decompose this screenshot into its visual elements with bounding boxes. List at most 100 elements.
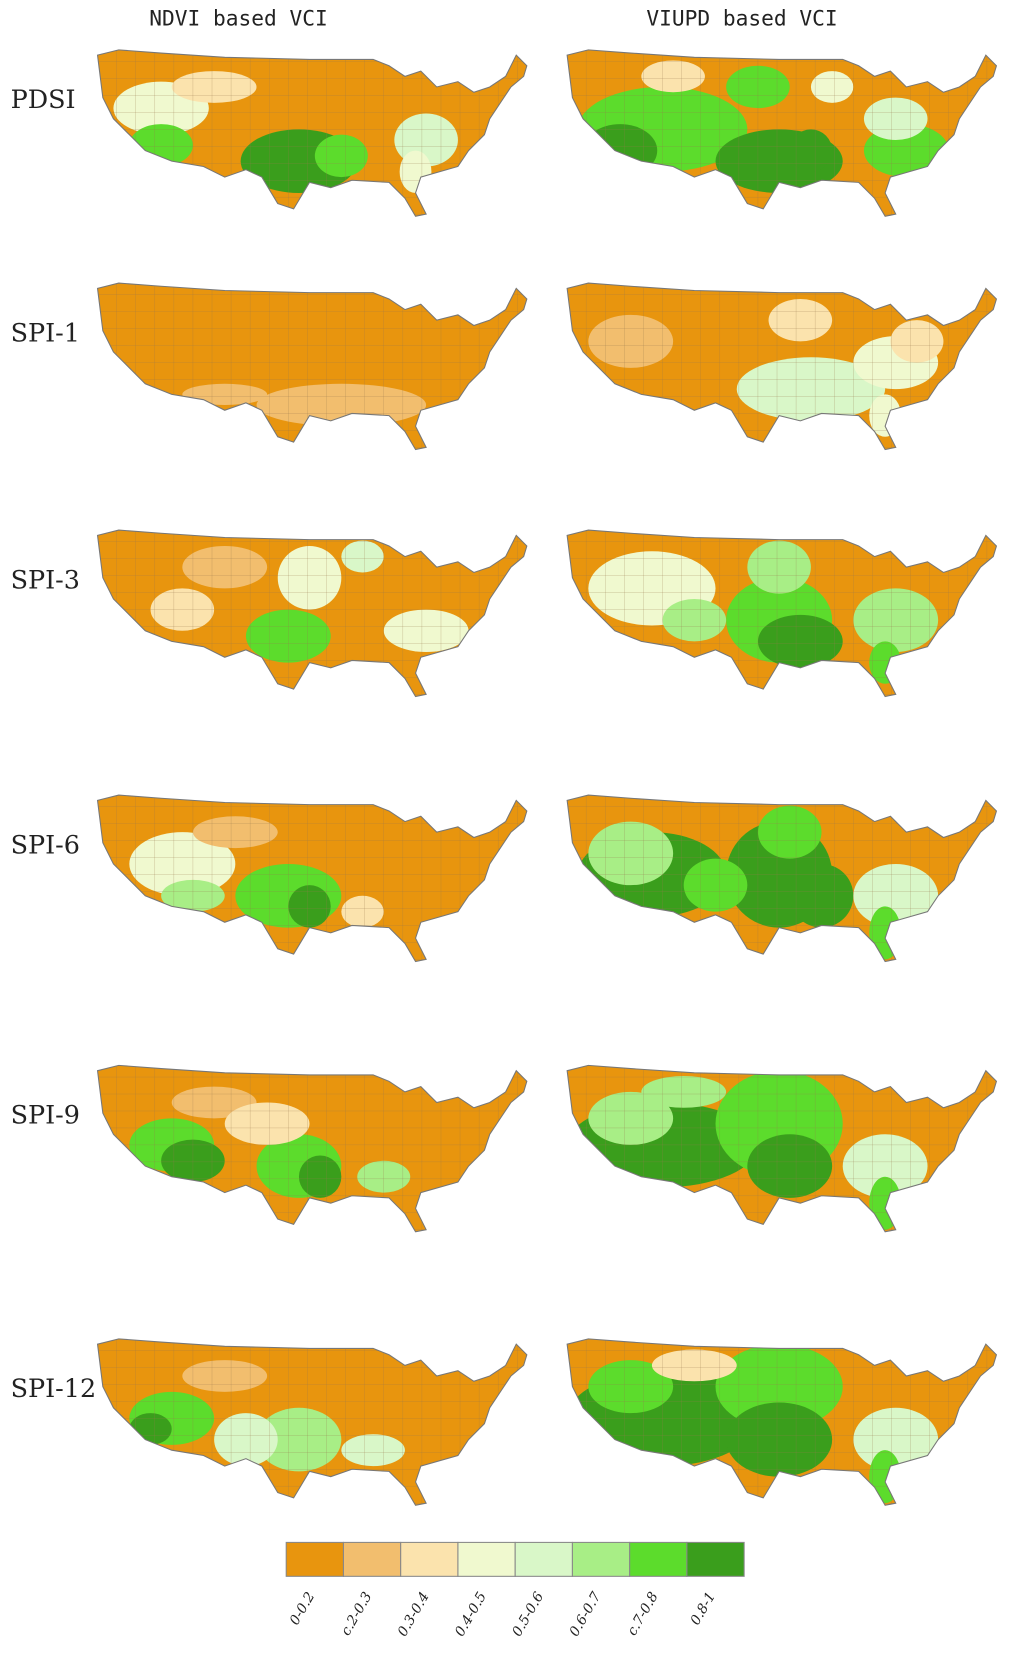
legend-swatch — [457, 1541, 516, 1577]
region — [182, 545, 268, 589]
row-label: SPI-9 — [11, 1100, 80, 1130]
map-regions — [567, 49, 997, 217]
legend-label: 0.4-0.5 — [452, 1589, 490, 1639]
region — [583, 124, 658, 178]
map-regions — [567, 530, 997, 697]
map — [566, 282, 997, 451]
region — [641, 60, 705, 93]
legend-label: 0-0.2 — [287, 1589, 319, 1628]
region — [683, 858, 748, 912]
legend-swatch — [629, 1541, 688, 1577]
region — [588, 1091, 674, 1145]
legend-label: c.7-0.8 — [624, 1589, 662, 1638]
region — [662, 598, 727, 642]
legend-swatch — [400, 1541, 459, 1577]
row-label: SPI-6 — [11, 829, 80, 859]
region — [789, 863, 854, 928]
map-regions — [567, 795, 997, 962]
map — [566, 794, 997, 963]
map — [566, 1064, 997, 1233]
region — [118, 156, 162, 187]
region — [192, 816, 278, 849]
map-regions — [97, 530, 527, 697]
region — [736, 357, 886, 421]
region — [810, 71, 854, 103]
map — [566, 49, 997, 217]
region — [789, 129, 833, 172]
region — [869, 1450, 902, 1504]
map — [566, 529, 997, 698]
region — [399, 150, 432, 193]
region — [651, 1349, 737, 1382]
map — [96, 1338, 528, 1506]
region — [383, 609, 469, 652]
map — [96, 49, 528, 217]
row-label: SPI-1 — [11, 317, 80, 347]
map-regions — [567, 1338, 997, 1506]
region — [869, 906, 902, 960]
map-regions — [567, 283, 997, 450]
legend-label: c.2-0.3 — [338, 1589, 376, 1638]
map-regions — [97, 49, 527, 217]
region — [757, 614, 843, 668]
region — [768, 298, 833, 342]
region — [747, 1134, 833, 1198]
region — [224, 1102, 310, 1145]
region — [298, 1155, 342, 1198]
region — [853, 588, 939, 652]
column-title: VIUPD based VCI — [646, 5, 837, 30]
region — [314, 134, 368, 178]
row-label: SPI-3 — [11, 564, 80, 594]
map-regions — [97, 1338, 527, 1506]
legend-swatch — [571, 1541, 631, 1577]
region — [588, 1360, 674, 1414]
region — [171, 71, 257, 103]
region — [757, 805, 822, 859]
map — [96, 794, 528, 963]
map-regions — [97, 1065, 527, 1232]
region — [890, 320, 944, 363]
region — [853, 863, 939, 928]
region — [341, 540, 384, 573]
legend-label: 0.5-0.6 — [509, 1589, 547, 1639]
region — [863, 97, 928, 140]
region — [588, 314, 674, 368]
legend-label: 0.8-1 — [687, 1589, 719, 1628]
region — [853, 1407, 939, 1472]
region — [341, 895, 384, 928]
map — [96, 282, 528, 451]
region — [726, 1402, 833, 1477]
region — [97, 283, 527, 450]
legend-swatch — [514, 1541, 573, 1577]
region — [129, 832, 236, 896]
legend-label: 0.6-0.7 — [566, 1589, 604, 1639]
map-regions — [567, 1065, 997, 1232]
map-regions — [97, 795, 527, 962]
region — [869, 1176, 902, 1230]
region — [288, 885, 331, 928]
map — [566, 1338, 997, 1506]
region — [842, 1134, 928, 1198]
region — [214, 1413, 278, 1467]
map-regions — [97, 283, 527, 450]
region — [341, 1434, 405, 1467]
region — [277, 545, 342, 610]
region — [747, 540, 811, 594]
row-label: SPI-12 — [11, 1373, 97, 1403]
region — [588, 821, 674, 886]
row-label: PDSI — [11, 84, 76, 114]
map — [96, 1064, 528, 1233]
legend-label: 0.3-0.4 — [395, 1589, 433, 1639]
region — [182, 383, 268, 405]
legend-swatch — [342, 1541, 402, 1577]
map — [96, 529, 528, 698]
legend-swatch — [285, 1541, 344, 1577]
region — [256, 1407, 342, 1472]
region — [256, 383, 427, 427]
legend-swatch — [686, 1541, 745, 1577]
region — [641, 1075, 727, 1108]
region — [182, 1360, 268, 1392]
region — [715, 1344, 843, 1429]
region — [129, 124, 193, 167]
